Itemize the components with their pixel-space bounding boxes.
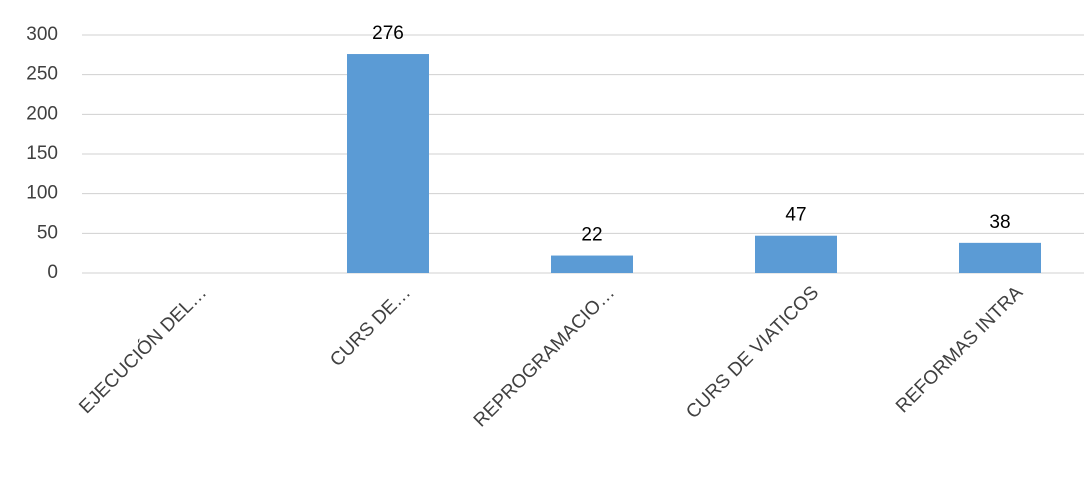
y-tick-label: 50	[37, 222, 58, 243]
y-tick-label: 0	[47, 262, 58, 283]
x-tick-label: REFORMAS INTRA	[892, 282, 1027, 417]
data-label: 47	[785, 205, 806, 226]
x-tick-label: CURS DE…	[326, 282, 415, 371]
data-label: 276	[372, 23, 404, 44]
data-label: 38	[989, 212, 1010, 233]
x-tick-label: CURS DE VIATICOS	[682, 282, 823, 423]
bar	[755, 235, 837, 273]
x-tick-label: REPROGRAMACIO…	[470, 282, 619, 431]
y-tick-label: 100	[26, 183, 58, 204]
bar	[347, 54, 429, 273]
bar	[959, 242, 1041, 273]
y-tick-label: 150	[26, 143, 58, 164]
x-tick-label: EJECUCIÓN DEL…	[75, 282, 211, 418]
y-tick-label: 200	[26, 103, 58, 124]
y-tick-label: 300	[26, 24, 58, 45]
data-label: 22	[581, 225, 602, 246]
bar	[551, 255, 633, 273]
y-tick-label: 250	[26, 64, 58, 85]
